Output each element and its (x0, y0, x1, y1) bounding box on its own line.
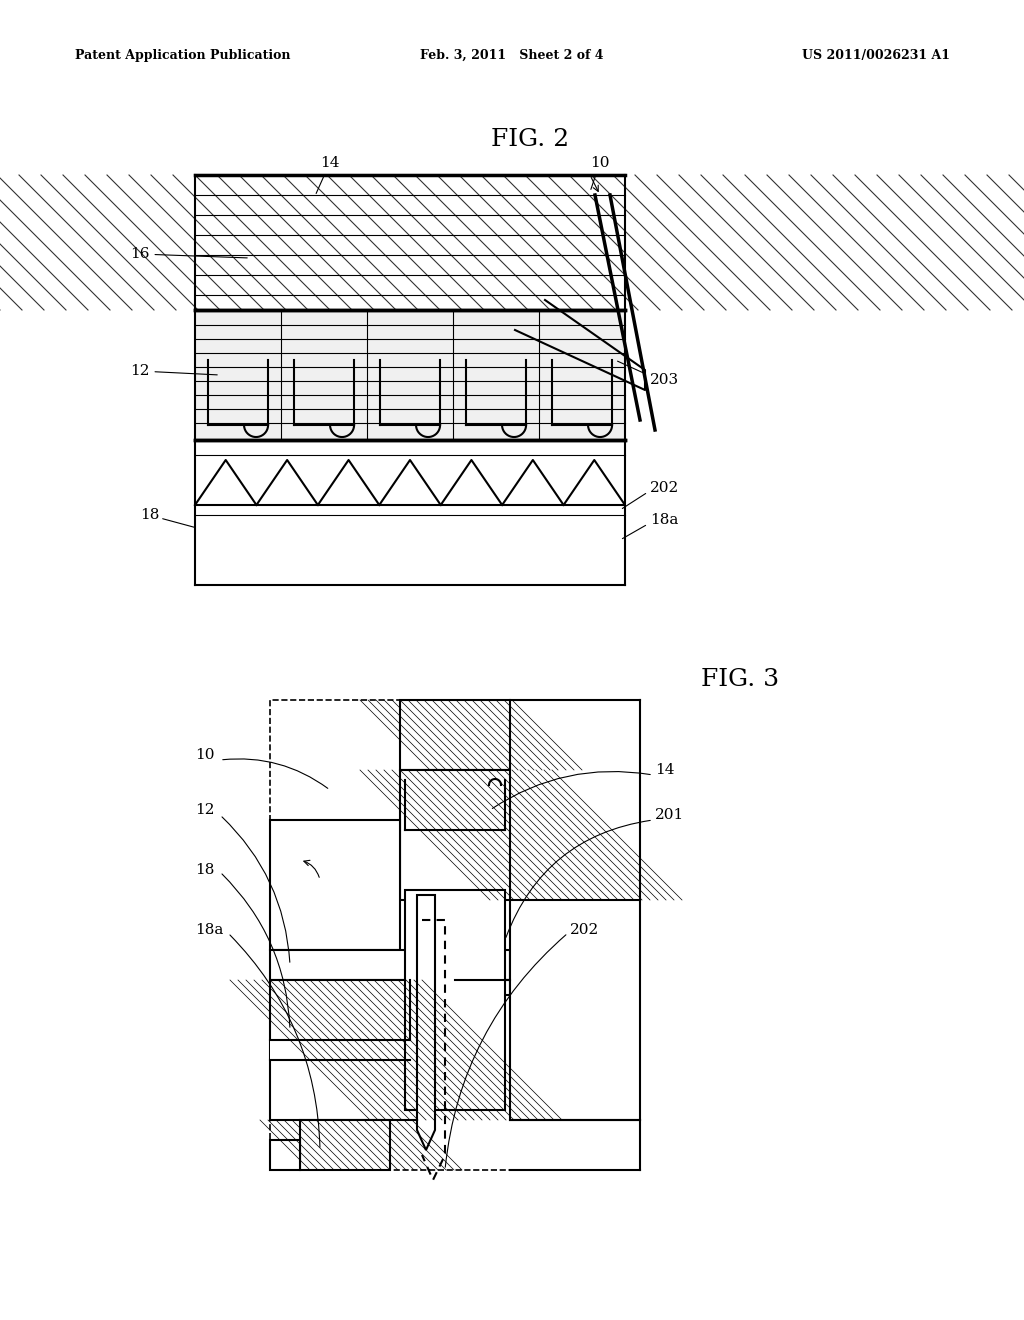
Text: 201: 201 (655, 808, 684, 822)
Text: 202: 202 (570, 923, 599, 937)
Bar (195, 176, 625, 310)
Bar (400, 700, 510, 770)
Bar (400, 770, 510, 900)
Bar (455, 979, 510, 995)
Text: 10: 10 (195, 748, 214, 762)
Text: FIG. 2: FIG. 2 (490, 128, 569, 152)
Bar (270, 979, 430, 1119)
Bar (300, 1119, 390, 1170)
Text: 14: 14 (655, 763, 675, 777)
Text: 203: 203 (650, 374, 679, 387)
Text: Feb. 3, 2011   Sheet 2 of 4: Feb. 3, 2011 Sheet 2 of 4 (420, 49, 604, 62)
Text: FIG. 3: FIG. 3 (701, 668, 779, 692)
Text: 10: 10 (590, 156, 609, 189)
Text: 12: 12 (130, 364, 217, 378)
Text: 18a: 18a (650, 513, 678, 527)
Bar (406, 890, 505, 1110)
Polygon shape (417, 895, 435, 1150)
Text: 18: 18 (140, 508, 160, 521)
Bar (270, 1040, 410, 1060)
Bar (270, 1140, 300, 1170)
Text: US 2011/0026231 A1: US 2011/0026231 A1 (802, 49, 950, 62)
Text: Patent Application Publication: Patent Application Publication (75, 49, 291, 62)
Bar (270, 820, 400, 950)
FancyBboxPatch shape (270, 700, 640, 1170)
Bar (270, 950, 510, 979)
Bar (406, 780, 505, 830)
FancyBboxPatch shape (195, 176, 625, 585)
Bar (195, 310, 625, 440)
Text: 202: 202 (650, 480, 679, 495)
Text: 12: 12 (195, 803, 214, 817)
Text: 18: 18 (195, 863, 214, 876)
Text: 18a: 18a (195, 923, 223, 937)
Bar (195, 440, 625, 585)
Bar (510, 900, 640, 1119)
Text: 14: 14 (316, 156, 340, 194)
Text: 16: 16 (130, 247, 247, 261)
